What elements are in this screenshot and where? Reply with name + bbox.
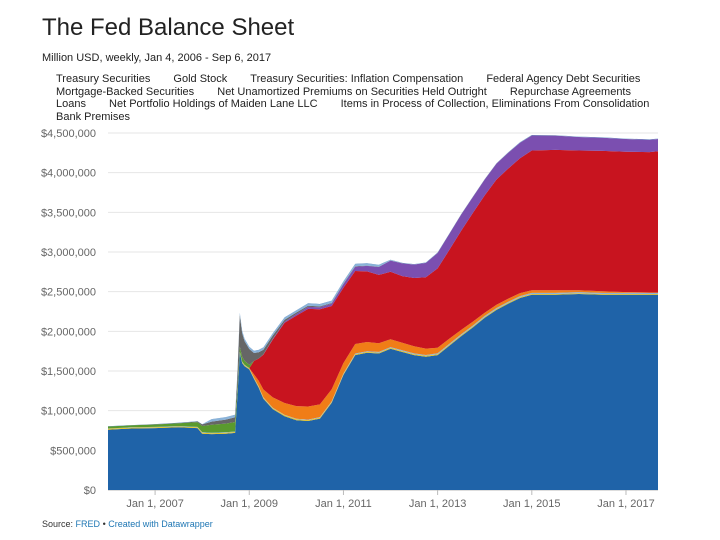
legend-item-inflation-compensation[interactable]: Treasury Securities: Inflation Compensat… [250, 73, 464, 85]
x-tick-label: Jan 1, 2013 [409, 498, 467, 510]
legend: Treasury Securities Gold Stock Treasury … [56, 73, 656, 123]
legend-item-mbs[interactable]: Mortgage-Backed Securities [56, 85, 195, 98]
chart-title: The Fed Balance Sheet [42, 14, 295, 41]
datawrapper-credit-link[interactable]: Created with Datawrapper [108, 519, 213, 529]
x-axis: Jan 1, 2007 Jan 1, 2009 Jan 1, 2011 Jan 1, … [126, 490, 655, 510]
legend-item-items-in-process[interactable]: Items in Process of Collection, Eliminat… [340, 98, 650, 110]
y-tick-label: $0 [84, 485, 96, 497]
chart-subtitle: Million USD, weekly, Jan 4, 2006 - Sep 6… [42, 52, 272, 64]
source-label: Source: [42, 519, 74, 529]
y-tick-label: $500,000 [50, 445, 96, 457]
legend-row: Mortgage-Backed Securities Net Unamortiz… [56, 86, 656, 99]
area-mortgage-backed-securities[interactable] [108, 149, 658, 433]
legend-item-bank-premises[interactable]: Bank Premises [56, 110, 130, 123]
y-tick-label: $4,000,000 [41, 168, 96, 180]
legend-item-repurchase-agreements[interactable]: Repurchase Agreements [509, 85, 631, 98]
area-loans[interactable] [108, 135, 658, 427]
y-tick-label: $2,000,000 [41, 326, 96, 338]
area-treasury-securities[interactable] [108, 294, 658, 490]
legend-item-gold-stock[interactable]: Gold Stock [173, 73, 228, 85]
x-tick-label: Jan 1, 2011 [315, 498, 372, 510]
y-tick-label: $4,500,000 [41, 128, 96, 140]
x-tick-label: Jan 1, 2015 [503, 498, 561, 510]
legend-item-loans[interactable]: Loans [56, 98, 86, 110]
y-axis: $0 $500,000 $1,000,000 $1,500,000 $2,000,000… [41, 128, 96, 497]
source-link[interactable]: FRED [75, 519, 101, 529]
x-tick-label: Jan 1, 2017 [597, 498, 655, 510]
series-areas [108, 135, 658, 490]
legend-item-maiden-lane[interactable]: Net Portfolio Holdings of Maiden Lane LL… [109, 98, 318, 110]
legend-item-agency-debt[interactable]: Federal Agency Debt Securities [486, 73, 641, 85]
legend-item-premiums[interactable]: Net Unamortized Premiums on Securities H… [217, 85, 487, 98]
footer-separator: • [102, 519, 106, 529]
y-tick-label: $2,500,000 [41, 287, 96, 299]
y-tick-label: $1,000,000 [41, 406, 96, 418]
legend-row: Treasury Securities Gold Stock Treasury … [56, 73, 656, 86]
legend-row: Loans Net Portfolio Holdings of Maiden L… [56, 98, 656, 111]
x-tick-label: Jan 1, 2009 [221, 498, 279, 510]
x-tick-label: Jan 1, 2007 [126, 498, 184, 510]
footer: Source: FRED • Created with Datawrapper [42, 519, 213, 529]
y-tick-label: $3,000,000 [41, 247, 96, 259]
legend-item-treasury-securities[interactable]: Treasury Securities [56, 73, 151, 85]
y-tick-label: $1,500,000 [41, 366, 96, 378]
legend-row: Bank Premises [56, 111, 656, 124]
y-tick-label: $3,500,000 [41, 207, 96, 219]
